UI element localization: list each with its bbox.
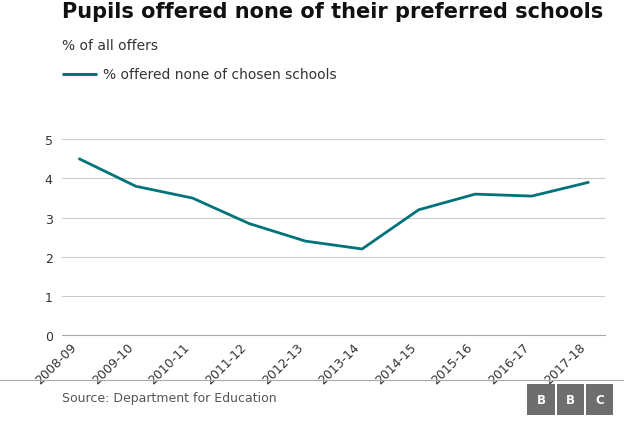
Text: Source: Department for Education: Source: Department for Education (62, 391, 277, 404)
Text: Pupils offered none of their preferred schools: Pupils offered none of their preferred s… (62, 2, 603, 22)
Text: B: B (537, 393, 545, 406)
Text: % offered none of chosen schools: % offered none of chosen schools (103, 68, 336, 82)
Text: % of all offers: % of all offers (62, 39, 158, 52)
Text: C: C (595, 393, 604, 406)
Text: B: B (566, 393, 575, 406)
